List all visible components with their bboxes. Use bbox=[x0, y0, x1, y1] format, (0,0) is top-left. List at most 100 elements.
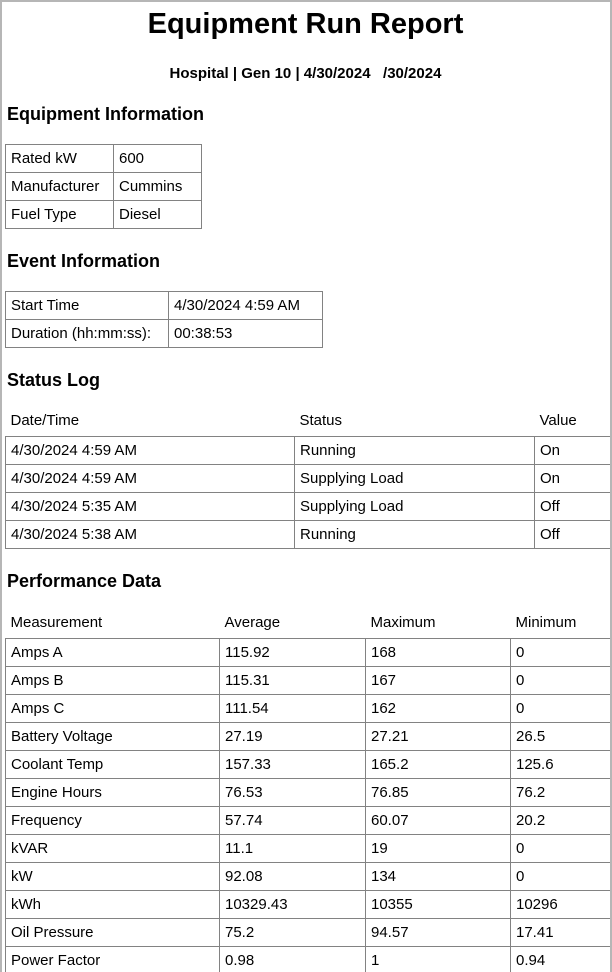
equipment-info-label: Fuel Type bbox=[5, 200, 114, 229]
table-row: Amps A 115.92 168 0 bbox=[5, 638, 610, 667]
equipment-info-value: Cummins bbox=[113, 172, 202, 201]
status-log-status: Running bbox=[294, 436, 535, 465]
status-log-status: Running bbox=[294, 520, 535, 549]
measurement-minimum: 17.41 bbox=[510, 918, 610, 947]
status-log-value: On bbox=[534, 464, 610, 493]
measurement-name: Amps B bbox=[5, 666, 220, 695]
measurement-average: 157.33 bbox=[219, 750, 366, 779]
equipment-info-value: Diesel bbox=[113, 200, 202, 229]
section-heading-event-information: Event Information bbox=[7, 251, 161, 271]
status-log-table: Date/Time Status Value 4/30/2024 4:59 AM… bbox=[5, 410, 611, 549]
measurement-name: Coolant Temp bbox=[5, 750, 220, 779]
table-row: Rated kW 600 bbox=[5, 144, 202, 173]
event-info-value: 4/30/2024 4:59 AM bbox=[168, 291, 323, 320]
column-header-minimum: Minimum bbox=[515, 614, 577, 631]
table-row: kWh 10329.43 10355 10296 bbox=[5, 890, 610, 919]
measurement-maximum: 168 bbox=[365, 638, 511, 667]
table-row: Amps C 111.54 162 0 bbox=[5, 694, 610, 723]
measurement-minimum: 10296 bbox=[510, 890, 610, 919]
measurement-minimum: 0 bbox=[510, 694, 610, 723]
table-row: Coolant Temp 157.33 165.2 125.6 bbox=[5, 750, 610, 779]
performance-data-table: Measurement Average Maximum Minimum Amps… bbox=[5, 612, 611, 972]
measurement-average: 0.98 bbox=[219, 946, 366, 972]
event-info-value: 00:38:53 bbox=[168, 319, 323, 348]
measurement-name: Power Factor bbox=[5, 946, 220, 972]
report-subtitle: Hospital | Gen 10 | 4/30/2024 /30/2024 bbox=[169, 65, 442, 82]
column-header-measurement: Measurement bbox=[10, 614, 103, 631]
equipment-info-label: Rated kW bbox=[5, 144, 114, 173]
event-info-label: Duration (hh:mm:ss): bbox=[5, 319, 169, 348]
table-row: kVAR 11.1 19 0 bbox=[5, 834, 610, 863]
status-log-datetime: 4/30/2024 5:35 AM bbox=[5, 492, 295, 521]
table-row: 4/30/2024 5:35 AM Supplying Load Off bbox=[5, 492, 610, 521]
report-title: Equipment Run Report bbox=[147, 8, 464, 40]
column-header-average: Average bbox=[224, 614, 281, 631]
measurement-name: Engine Hours bbox=[5, 778, 220, 807]
status-log-value: Off bbox=[534, 520, 610, 549]
measurement-maximum: 76.85 bbox=[365, 778, 511, 807]
table-row: 4/30/2024 4:59 AM Running On bbox=[5, 436, 610, 465]
status-log-value: Off bbox=[534, 492, 610, 521]
measurement-minimum: 0 bbox=[510, 834, 610, 863]
status-log-status: Supplying Load bbox=[294, 492, 535, 521]
measurement-maximum: 10355 bbox=[365, 890, 511, 919]
table-row: Power Factor 0.98 1 0.94 bbox=[5, 946, 610, 972]
measurement-name: Frequency bbox=[5, 806, 220, 835]
measurement-maximum: 19 bbox=[365, 834, 511, 863]
measurement-name: Amps C bbox=[5, 694, 220, 723]
measurement-name: Battery Voltage bbox=[5, 722, 220, 751]
measurement-maximum: 165.2 bbox=[365, 750, 511, 779]
measurement-average: 57.74 bbox=[219, 806, 366, 835]
equipment-info-table: Rated kW 600 Manufacturer Cummins Fuel T… bbox=[5, 144, 202, 229]
status-log-datetime: 4/30/2024 4:59 AM bbox=[5, 436, 295, 465]
measurement-minimum: 20.2 bbox=[510, 806, 610, 835]
measurement-maximum: 162 bbox=[365, 694, 511, 723]
measurement-minimum: 76.2 bbox=[510, 778, 610, 807]
measurement-average: 115.92 bbox=[219, 638, 366, 667]
table-header-row: Date/Time Status Value bbox=[6, 410, 611, 437]
section-heading-status-log: Status Log bbox=[7, 370, 100, 390]
measurement-average: 115.31 bbox=[219, 666, 366, 695]
measurement-average: 111.54 bbox=[219, 694, 366, 723]
table-row: 4/30/2024 4:59 AM Supplying Load On bbox=[5, 464, 610, 493]
column-header-status: Status bbox=[299, 412, 343, 429]
table-header-row: Measurement Average Maximum Minimum bbox=[6, 612, 611, 639]
column-header-value: Value bbox=[539, 412, 577, 429]
measurement-maximum: 1 bbox=[365, 946, 511, 972]
equipment-info-value: 600 bbox=[113, 144, 202, 173]
table-row: kW 92.08 134 0 bbox=[5, 862, 610, 891]
table-row: Manufacturer Cummins bbox=[5, 172, 202, 201]
measurement-average: 75.2 bbox=[219, 918, 366, 947]
measurement-average: 27.19 bbox=[219, 722, 366, 751]
measurement-maximum: 60.07 bbox=[365, 806, 511, 835]
measurement-name: kVAR bbox=[5, 834, 220, 863]
measurement-maximum: 167 bbox=[365, 666, 511, 695]
status-log-value: On bbox=[534, 436, 610, 465]
status-log-datetime: 4/30/2024 5:38 AM bbox=[5, 520, 295, 549]
status-log-datetime: 4/30/2024 4:59 AM bbox=[5, 464, 295, 493]
event-info-label: Start Time bbox=[5, 291, 169, 320]
section-heading-performance-data: Performance Data bbox=[7, 571, 162, 591]
measurement-name: kWh bbox=[5, 890, 220, 919]
measurement-minimum: 26.5 bbox=[510, 722, 610, 751]
measurement-minimum: 125.6 bbox=[510, 750, 610, 779]
table-row: 4/30/2024 5:38 AM Running Off bbox=[5, 520, 610, 549]
measurement-average: 76.53 bbox=[219, 778, 366, 807]
table-row: Fuel Type Diesel bbox=[5, 200, 202, 229]
table-row: Start Time 4/30/2024 4:59 AM bbox=[5, 291, 323, 320]
column-header-maximum: Maximum bbox=[370, 614, 436, 631]
measurement-minimum: 0 bbox=[510, 666, 610, 695]
status-log-status: Supplying Load bbox=[294, 464, 535, 493]
table-row: Duration (hh:mm:ss): 00:38:53 bbox=[5, 319, 323, 348]
table-row: Engine Hours 76.53 76.85 76.2 bbox=[5, 778, 610, 807]
measurement-maximum: 94.57 bbox=[365, 918, 511, 947]
measurement-average: 92.08 bbox=[219, 862, 366, 891]
measurement-average: 11.1 bbox=[219, 834, 366, 863]
measurement-maximum: 27.21 bbox=[365, 722, 511, 751]
equipment-info-label: Manufacturer bbox=[5, 172, 114, 201]
table-row: Amps B 115.31 167 0 bbox=[5, 666, 610, 695]
measurement-minimum: 0.94 bbox=[510, 946, 610, 972]
measurement-name: Oil Pressure bbox=[5, 918, 220, 947]
column-header-date-time: Date/Time bbox=[10, 412, 80, 429]
